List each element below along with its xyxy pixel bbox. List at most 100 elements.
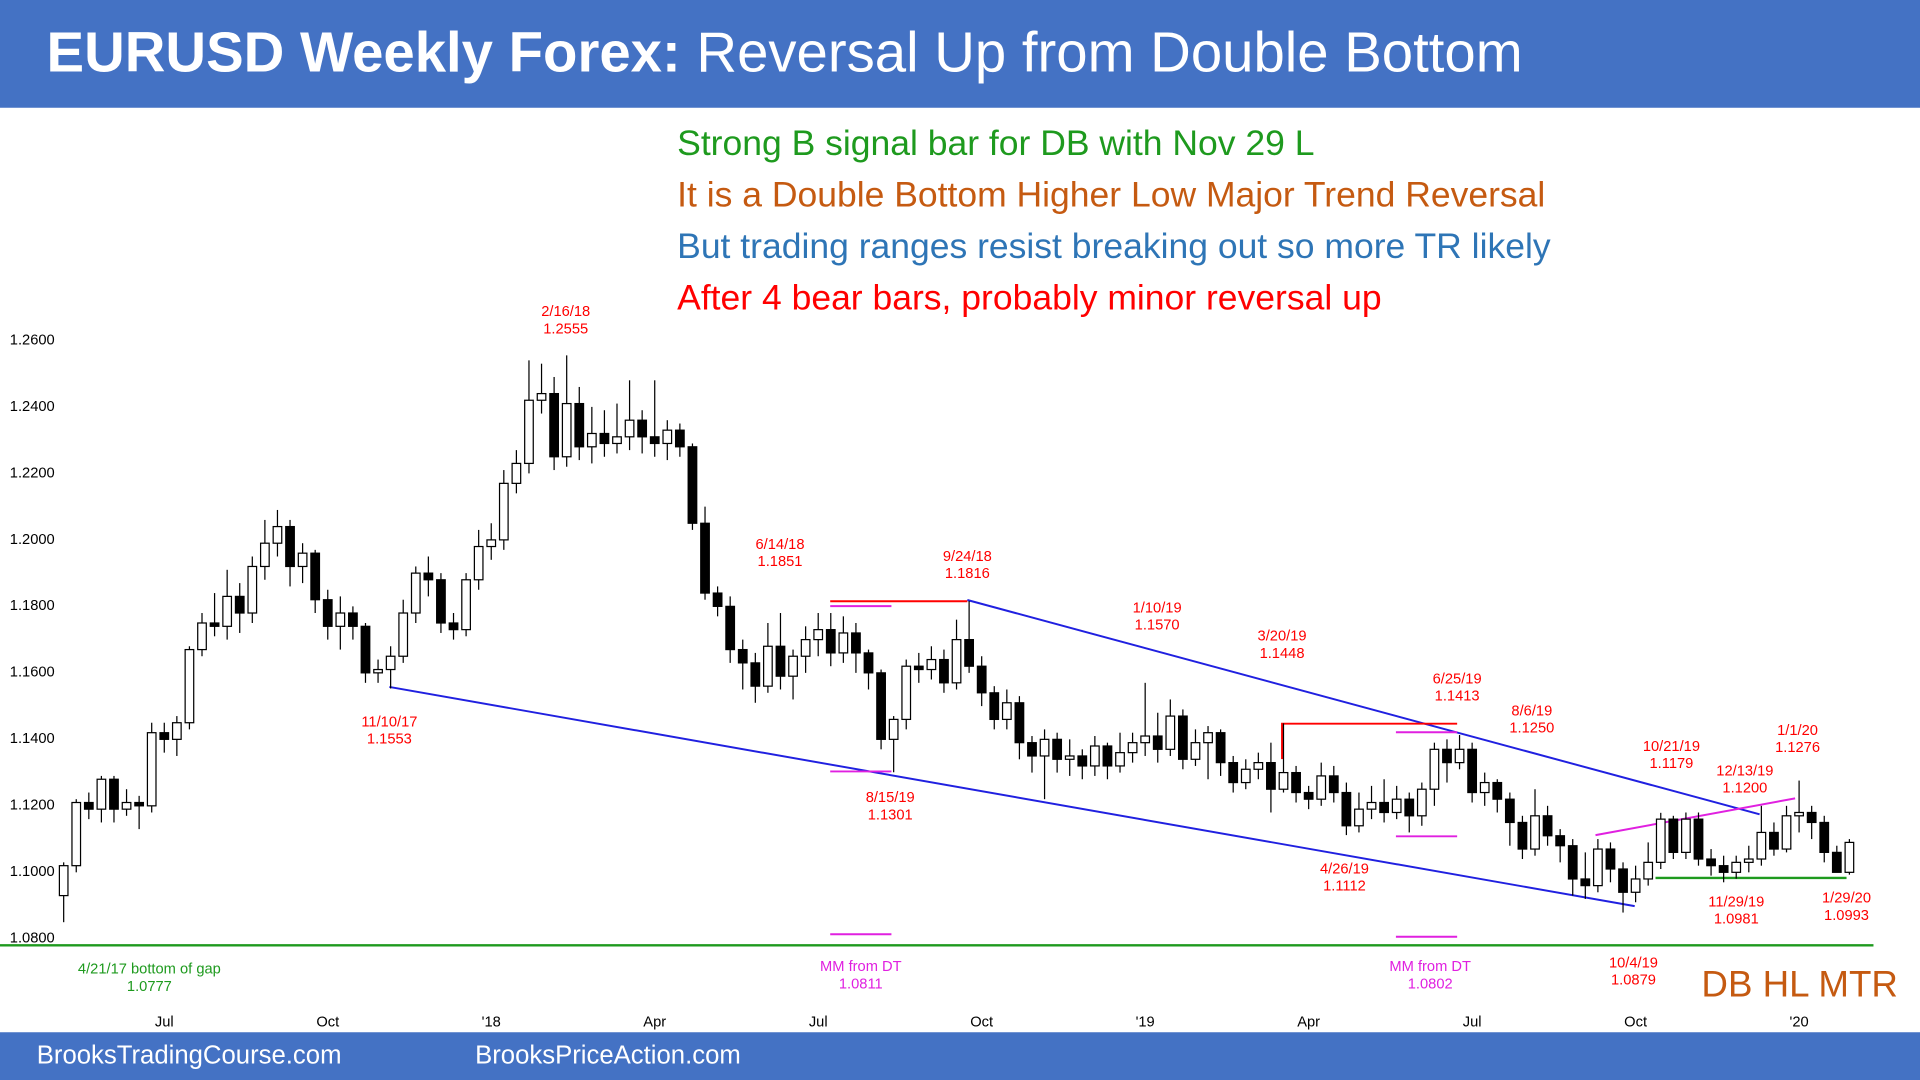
- note-price: 1.1413: [1435, 689, 1480, 705]
- header-bar: [0, 0, 1920, 108]
- candle-body: [825, 629, 836, 654]
- candle-body: [1643, 861, 1654, 880]
- pattern-label: DB HL MTR: [1701, 964, 1898, 1005]
- note-label: 11/29/19: [1708, 894, 1764, 910]
- note-price: 1.0981: [1714, 911, 1759, 927]
- candle-body: [1442, 748, 1452, 764]
- candle-body: [1492, 781, 1503, 800]
- candle-body: [1001, 702, 1012, 721]
- candle-body: [913, 665, 924, 671]
- note-label: 4/21/17 bottom of gap: [78, 962, 221, 978]
- candle-body: [448, 622, 459, 631]
- candle-body: [536, 392, 547, 401]
- candle-body: [360, 625, 371, 674]
- candle-body: [800, 638, 811, 657]
- note-price: 1.1250: [1509, 720, 1554, 736]
- candle-body: [1391, 798, 1402, 814]
- candle-body: [524, 399, 534, 465]
- candle-body: [1844, 841, 1855, 873]
- candle-body: [1542, 815, 1553, 837]
- header-title: EURUSD Weekly Forex: Reversal Up from Do…: [47, 20, 1523, 83]
- wedge-line: [1595, 797, 1796, 837]
- note-label: 12/13/19: [1716, 763, 1773, 779]
- candle-body: [561, 402, 572, 458]
- candle-body: [1555, 835, 1566, 847]
- candle-body: [863, 652, 874, 674]
- x-tick-label: Oct: [316, 1014, 339, 1030]
- candle-body: [649, 436, 660, 445]
- candle-body: [1517, 821, 1528, 850]
- candle-body: [1203, 732, 1213, 744]
- note-price: 1.1179: [1650, 756, 1694, 772]
- candle-body: [1706, 858, 1716, 867]
- candle-body: [725, 605, 736, 651]
- candle-body: [1052, 738, 1063, 760]
- candle-body: [385, 655, 396, 671]
- note-label: 1/29/20: [1822, 891, 1871, 907]
- candle-body: [486, 539, 497, 548]
- candle-body: [1077, 755, 1088, 767]
- note-label: 6/25/19: [1433, 671, 1482, 687]
- y-tick-label: 1.1400: [10, 731, 55, 747]
- x-tick-label: '20: [1790, 1014, 1809, 1030]
- candle-body: [1266, 762, 1276, 790]
- candle-body: [1190, 742, 1201, 760]
- candle-body: [121, 801, 132, 810]
- candle-body: [1429, 748, 1440, 790]
- candle-body: [926, 658, 937, 671]
- candle-body: [473, 545, 484, 581]
- x-tick-label: Jul: [1463, 1014, 1482, 1030]
- candle-body: [637, 419, 648, 438]
- candle-body: [96, 778, 107, 810]
- note-label: MM from DT: [1389, 959, 1471, 975]
- candle-body: [737, 648, 748, 664]
- commentary-line: It is a Double Bottom Higher Low Major T…: [677, 175, 1545, 215]
- candle-body: [964, 638, 975, 667]
- candle-body: [498, 482, 509, 541]
- candle-body: [1756, 831, 1767, 860]
- candle-body: [511, 462, 522, 484]
- note-price: 1.1851: [758, 554, 803, 570]
- candle-body: [1316, 775, 1327, 800]
- y-tick-label: 1.1000: [10, 864, 55, 880]
- title-rest: Reversal Up from Double Bottom: [696, 20, 1522, 83]
- note-price: 1.0993: [1824, 908, 1869, 924]
- candle-body: [1467, 748, 1478, 794]
- candle-body: [259, 542, 270, 568]
- note-price: 1.1301: [868, 807, 913, 823]
- x-tick-label: Oct: [970, 1014, 993, 1030]
- candle-body: [159, 732, 170, 740]
- candle-body: [234, 595, 245, 614]
- candle-body: [976, 665, 987, 694]
- title-bold: EURUSD Weekly Forex:: [47, 20, 681, 83]
- note-price: 1.0879: [1611, 973, 1656, 989]
- note-label: 3/20/19: [1258, 629, 1307, 645]
- commentary-line: But trading ranges resist breaking out s…: [677, 226, 1551, 266]
- candle-body: [1354, 808, 1364, 827]
- candle-body: [838, 632, 849, 654]
- candle-body: [1064, 755, 1075, 760]
- note-price: 1.1112: [1323, 878, 1366, 894]
- note-label: 4/26/19: [1320, 861, 1369, 877]
- candle-body: [1668, 818, 1679, 853]
- candle-body: [674, 429, 685, 448]
- y-tick-label: 1.2000: [10, 532, 55, 548]
- note-price: 1.1200: [1722, 780, 1767, 796]
- candle-body: [1278, 771, 1289, 790]
- y-tick-label: 1.1800: [10, 598, 55, 614]
- candle-body: [662, 429, 673, 445]
- candle-body: [1165, 715, 1176, 750]
- commentary-line: After 4 bear bars, probably minor revers…: [677, 277, 1381, 317]
- candle-body: [197, 622, 207, 651]
- candle-body: [1404, 798, 1415, 817]
- x-tick-label: Apr: [643, 1014, 666, 1030]
- x-tick-label: '19: [1136, 1014, 1155, 1030]
- candle-body: [1102, 745, 1113, 767]
- candle-body: [436, 579, 446, 624]
- candle-body: [750, 662, 761, 687]
- note-price: 1.1553: [367, 731, 412, 747]
- candle-body: [1291, 771, 1301, 794]
- candle-body: [373, 668, 383, 674]
- note-price: 1.0811: [839, 976, 883, 992]
- x-tick-label: Jul: [809, 1014, 828, 1030]
